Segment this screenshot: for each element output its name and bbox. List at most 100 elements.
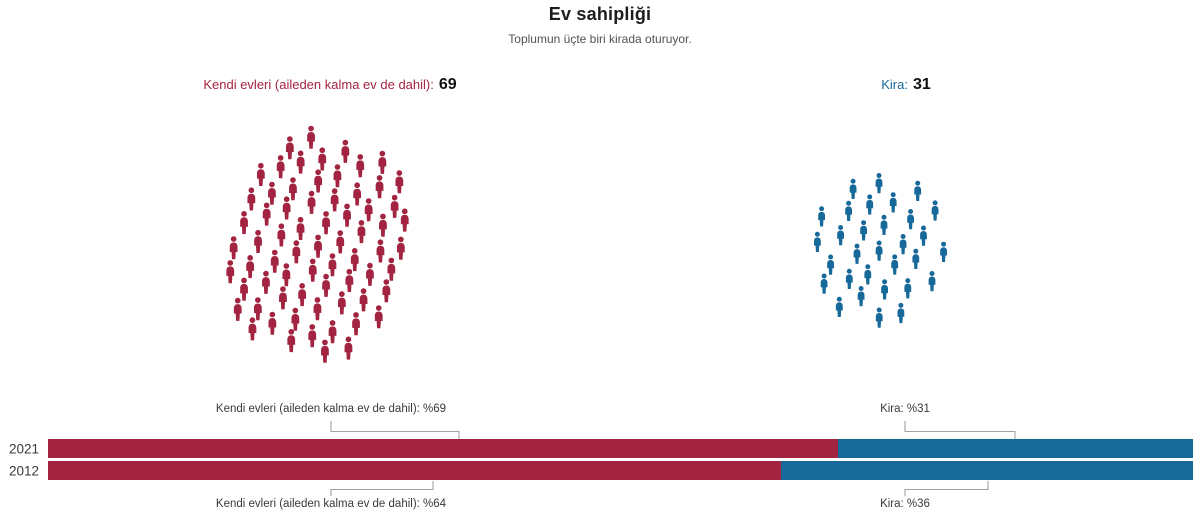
- person-icon: [880, 214, 888, 236]
- person-icon: [366, 262, 374, 286]
- callout-connector: [330, 421, 460, 439]
- person-icon: [333, 164, 342, 188]
- person-icon: [931, 200, 939, 221]
- person-icon: [881, 279, 889, 300]
- person-icon: [357, 220, 366, 244]
- person-icon: [328, 320, 337, 344]
- person-icon: [253, 297, 262, 321]
- person-icon: [904, 278, 912, 299]
- legend-rent-label: Kira:: [881, 77, 908, 92]
- legend-own: Kendi evleri (aileden kalma ev de dahil)…: [203, 76, 456, 94]
- person-icon: [344, 336, 353, 360]
- bar-2021-rent-segment: [838, 439, 1193, 458]
- person-icon: [279, 286, 287, 310]
- person-icon: [322, 211, 330, 235]
- person-icon: [289, 177, 297, 201]
- person-icon: [853, 243, 861, 264]
- person-icon: [899, 234, 907, 255]
- person-icon: [246, 255, 255, 279]
- person-icon: [378, 150, 387, 174]
- person-icon: [308, 324, 317, 348]
- person-icon: [287, 329, 296, 353]
- person-icon: [875, 240, 883, 261]
- person-icon: [390, 194, 399, 218]
- person-icon: [240, 211, 248, 235]
- person-icon: [240, 277, 248, 301]
- person-icon: [337, 291, 346, 315]
- person-icon: [262, 270, 270, 294]
- person-icon: [350, 248, 359, 272]
- person-icon: [229, 236, 238, 260]
- annotation-rent-2012: Kira: %36: [880, 498, 930, 510]
- person-icon: [296, 216, 305, 240]
- person-icon: [928, 271, 936, 292]
- person-icon: [376, 239, 385, 263]
- person-icon: [379, 213, 387, 237]
- person-icon: [396, 236, 405, 260]
- person-icon: [912, 248, 920, 269]
- legend-own-label: Kendi evleri (aileden kalma ev de dahil)…: [203, 77, 434, 92]
- person-icon: [860, 220, 868, 241]
- bar-2012-own-segment: [48, 461, 781, 480]
- person-icon: [314, 169, 323, 193]
- callout-connector: [904, 421, 1016, 439]
- person-icon: [298, 283, 307, 307]
- person-icon: [282, 196, 291, 220]
- person-icon: [248, 317, 257, 341]
- person-icon: [282, 263, 291, 287]
- person-icon: [395, 170, 404, 194]
- person-icon: [400, 208, 409, 232]
- person-icon: [353, 182, 362, 206]
- bar-row-2012: 2012: [9, 461, 1193, 480]
- person-icon: [296, 150, 305, 174]
- pictogram-own-group: [226, 125, 409, 363]
- person-icon: [364, 198, 373, 222]
- person-icon: [308, 258, 317, 282]
- person-icon: [321, 339, 329, 363]
- person-icon: [940, 241, 948, 262]
- person-icon: [276, 155, 285, 179]
- person-icon: [343, 203, 351, 227]
- person-icon: [813, 231, 821, 253]
- person-icon: [352, 312, 360, 336]
- person-icon: [875, 173, 883, 194]
- person-icon: [285, 136, 294, 160]
- person-icon: [837, 225, 845, 246]
- person-icon: [254, 229, 262, 253]
- person-icon: [827, 254, 835, 275]
- person-icon: [875, 307, 883, 328]
- year-label-2012: 2012: [8, 463, 39, 478]
- person-icon: [233, 297, 242, 321]
- person-icon: [256, 162, 265, 186]
- bar-2012-rent-segment: [780, 461, 1193, 480]
- person-icon: [387, 257, 396, 281]
- person-icon: [375, 175, 384, 199]
- annotation-own-2012: Kendi evleri (aileden kalma ev de dahil)…: [215, 498, 447, 510]
- person-icon: [382, 279, 391, 303]
- person-icon: [891, 254, 899, 275]
- year-label-2021: 2021: [8, 441, 39, 456]
- bar-2021-own-segment: [48, 439, 839, 458]
- person-icon: [356, 154, 365, 178]
- person-icon: [864, 264, 872, 285]
- person-icon: [262, 202, 271, 226]
- legend-rent-value: 31: [912, 76, 931, 93]
- person-icon: [247, 187, 256, 211]
- person-icon: [857, 286, 865, 307]
- person-icon: [270, 249, 279, 273]
- callout-connector: [904, 481, 989, 496]
- person-icon: [318, 147, 327, 171]
- person-icon: [292, 240, 301, 264]
- person-icon: [914, 180, 922, 201]
- annotation-own-2021: Kendi evleri (aileden kalma ev de dahil)…: [215, 403, 447, 415]
- pictogram-rent-group: [813, 173, 948, 328]
- person-icon: [897, 302, 905, 324]
- person-icon: [374, 305, 383, 329]
- person-icon: [322, 273, 330, 297]
- chart-title: Ev sahipliği: [548, 4, 652, 24]
- person-icon: [307, 190, 316, 214]
- person-icon: [268, 311, 277, 335]
- person-icon: [845, 268, 853, 290]
- person-icon: [313, 297, 322, 321]
- person-icon: [341, 139, 350, 163]
